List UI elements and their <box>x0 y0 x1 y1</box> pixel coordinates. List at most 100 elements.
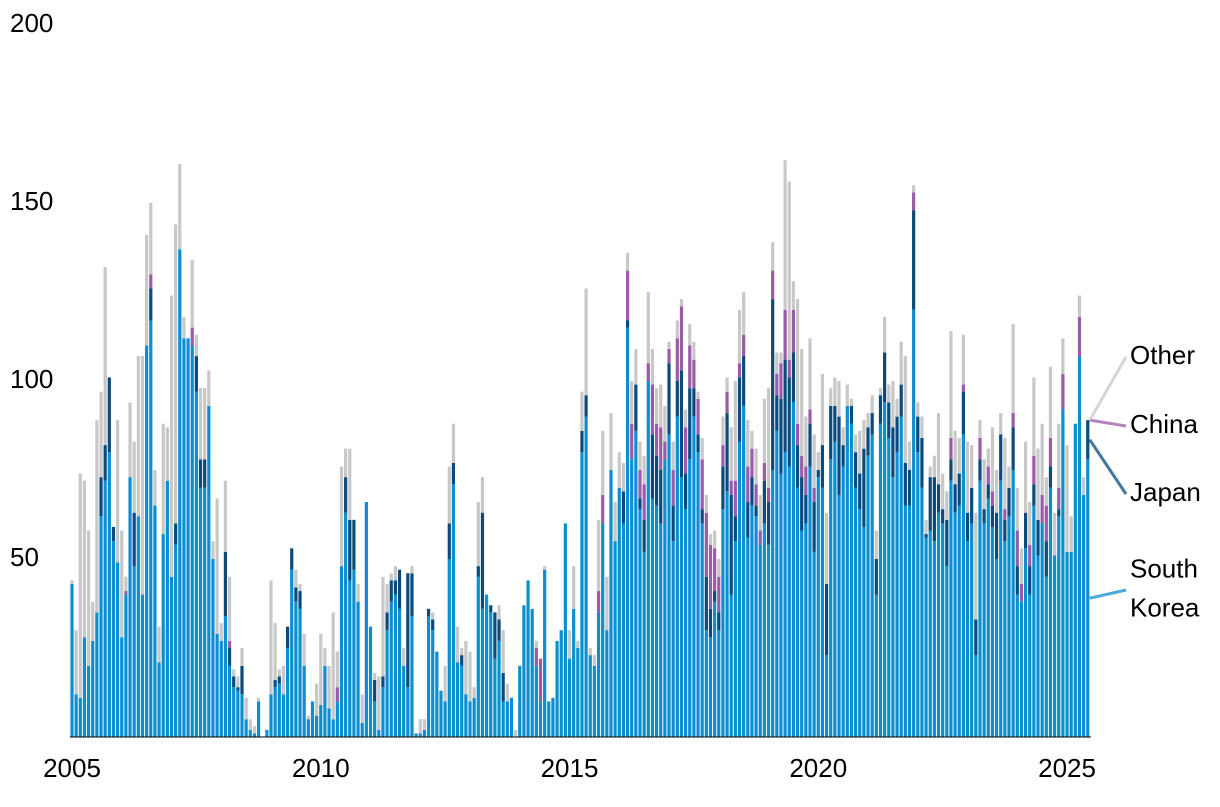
bar-segment <box>671 470 675 506</box>
bar-segment <box>244 719 248 737</box>
bar-segment <box>124 576 128 592</box>
bar-segment <box>455 626 460 663</box>
bar-segment <box>414 733 418 737</box>
bar-segment <box>460 665 464 737</box>
bar-segment <box>874 530 878 559</box>
bar-segment <box>1057 516 1061 737</box>
bar-segment <box>1015 530 1019 567</box>
bar-segment <box>136 516 140 737</box>
bar-segment <box>887 437 891 737</box>
bar-segment <box>688 388 692 460</box>
bar-segment <box>816 477 820 737</box>
bar-segment <box>949 331 953 438</box>
bar-segment <box>1073 423 1077 737</box>
bar-segment <box>945 519 949 567</box>
bar-segment <box>621 491 626 524</box>
bar-segment <box>916 452 920 737</box>
bar-segment <box>356 601 360 737</box>
bar-segment <box>762 462 766 481</box>
bar-segment <box>684 473 688 510</box>
bar-segment <box>932 541 936 737</box>
bar-segment <box>746 537 750 737</box>
bar-segment <box>198 487 203 737</box>
bar-segment <box>621 523 626 737</box>
bar-segment <box>700 459 704 510</box>
bar-segment <box>791 402 796 737</box>
bar-segment <box>1065 445 1069 552</box>
bar-segment <box>874 559 878 595</box>
bar-segment <box>791 281 796 310</box>
bar-segment <box>460 648 464 656</box>
bar-segment <box>671 541 675 737</box>
bar-segment <box>1007 516 1011 737</box>
bar-segment <box>1036 555 1040 737</box>
bar-segment <box>638 470 642 499</box>
bar-segment <box>223 480 228 552</box>
y-tick-label: 200 <box>10 8 53 38</box>
bar-segment <box>754 448 758 485</box>
bar-segment <box>667 348 671 364</box>
bar-segment <box>617 487 621 737</box>
bar-segment <box>381 687 385 737</box>
bar-segment <box>646 292 650 364</box>
bar-segment <box>174 224 178 524</box>
bar-segment <box>165 427 169 481</box>
bar-segment <box>663 405 667 442</box>
bar-segment <box>994 470 999 513</box>
bar-segment <box>497 640 501 737</box>
bar-segment <box>505 701 509 737</box>
bar-segment <box>824 583 829 656</box>
bar-segment <box>538 658 543 702</box>
bar-segment <box>692 388 696 417</box>
bar-segment <box>132 566 136 737</box>
bar-segment <box>990 491 995 506</box>
bar-segment <box>232 676 236 688</box>
bar-segment <box>377 729 381 737</box>
bar-segment <box>779 398 783 474</box>
bar-segment <box>149 288 153 321</box>
bar-segment <box>899 416 903 737</box>
bar-segment <box>605 576 609 631</box>
bar-segment <box>775 395 779 431</box>
bar-segment <box>725 491 729 737</box>
bar-segment <box>493 612 497 659</box>
bar-segment <box>1003 437 1007 510</box>
bar-segment <box>646 381 650 737</box>
bar-segment <box>775 430 779 737</box>
bar-segment <box>812 487 816 503</box>
bar-segment <box>783 309 787 360</box>
bar-segment <box>497 605 501 620</box>
bar-segment <box>534 665 538 737</box>
bar-segment <box>140 356 145 595</box>
bar-segment <box>990 526 995 737</box>
bar-segment <box>157 662 161 737</box>
bar-segment <box>986 466 990 485</box>
bar-segment <box>766 388 771 488</box>
bar-segment <box>742 292 746 335</box>
bar-segment <box>1044 477 1048 506</box>
x-tick-label: 2010 <box>292 753 350 783</box>
bar-segment <box>795 299 800 424</box>
legend-label: China <box>1130 409 1198 439</box>
bar-segment <box>858 473 862 510</box>
bar-segment <box>853 452 858 488</box>
bar-segment <box>999 480 1003 737</box>
bar-segment <box>994 512 999 559</box>
bar-segment <box>281 694 286 737</box>
bar-segment <box>485 594 489 737</box>
bar-segment <box>588 648 592 656</box>
bar-segment <box>671 441 675 470</box>
bar-segment <box>360 722 364 737</box>
bar-segment <box>584 416 588 737</box>
bar-segment <box>941 473 945 510</box>
bar-segment <box>812 551 816 737</box>
bar-segment <box>609 470 613 737</box>
bar-segment <box>426 608 431 616</box>
bar-segment <box>580 391 584 431</box>
bar-segment <box>936 484 941 513</box>
bar-segment <box>194 356 198 392</box>
bar-segment <box>1048 437 1053 467</box>
bar-segment <box>659 427 663 470</box>
bar-segment <box>1040 423 1044 495</box>
bar-segment <box>555 640 559 737</box>
